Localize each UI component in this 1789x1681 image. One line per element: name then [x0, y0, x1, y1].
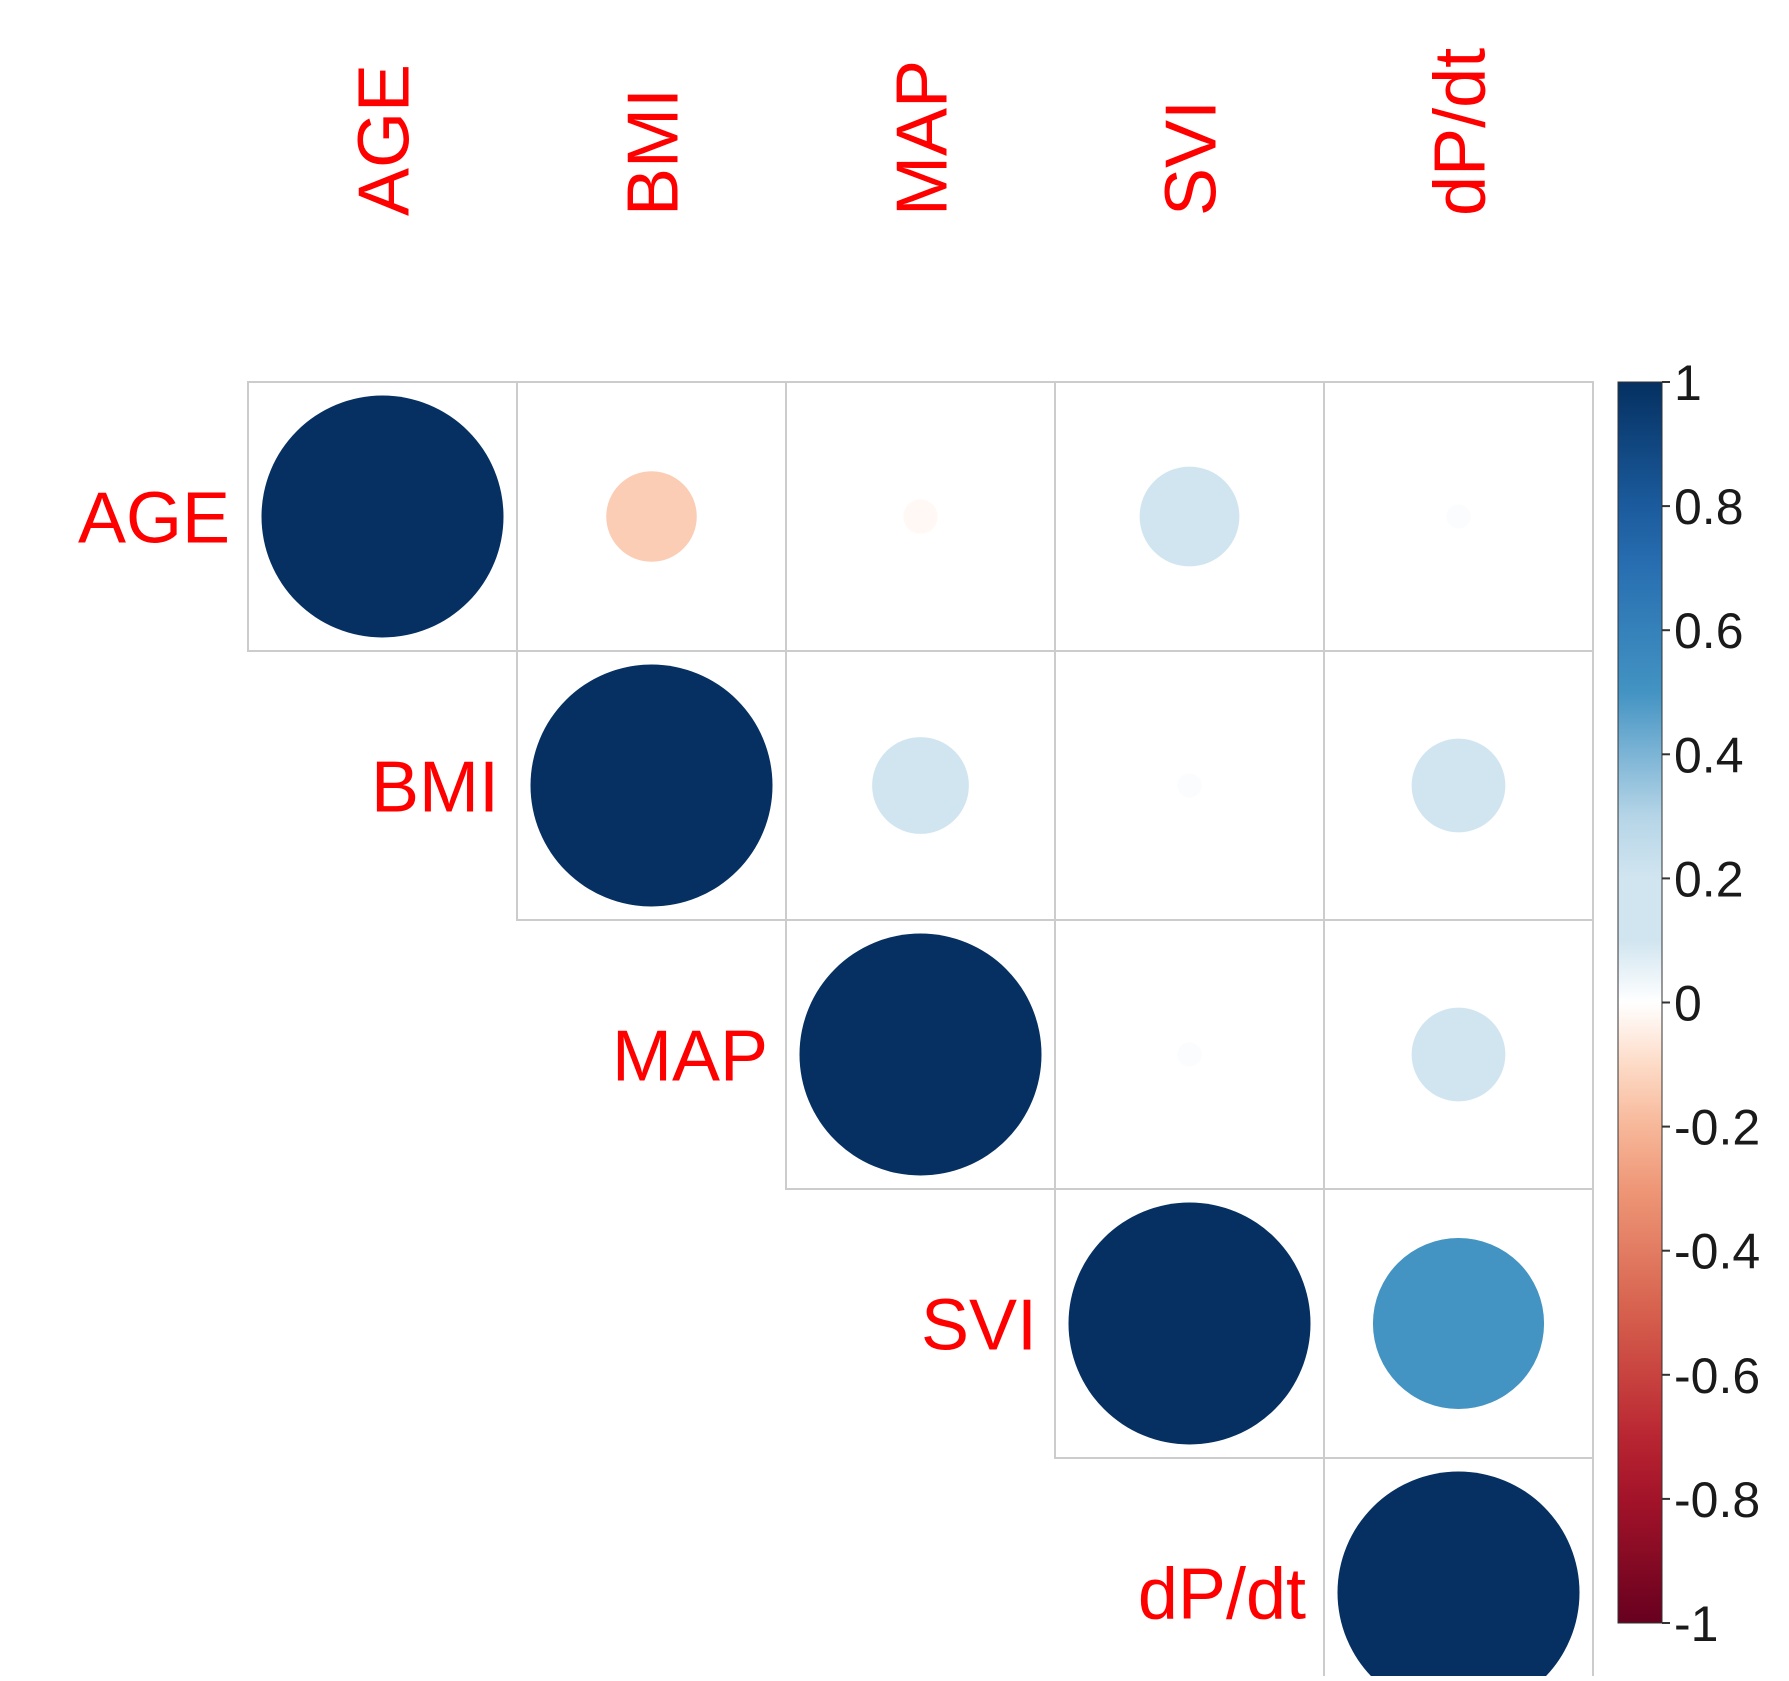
column-label: SVI [1152, 100, 1232, 216]
corr-circle-AGE-MAP [903, 499, 938, 534]
corr-circle-MAP-MAP [799, 933, 1042, 1176]
corr-circle-SVI-dPdt [1372, 1237, 1545, 1410]
row-label: AGE [78, 479, 230, 559]
grid-cell-dPdt-dPdt [1323, 1457, 1594, 1681]
column-label: AGE [345, 64, 425, 216]
row-label: SVI [921, 1286, 1037, 1366]
colorbar-tick-label: -0.8 [1674, 1472, 1760, 1528]
colorbar-tick-label: 1 [1674, 355, 1702, 411]
colorbar-tick-label: -0.2 [1674, 1100, 1760, 1156]
colorbar-tick-label: -0.4 [1674, 1224, 1760, 1280]
row-label: dP/dt [1138, 1555, 1306, 1635]
corr-circle-MAP-dPdt [1411, 1007, 1506, 1102]
column-label: BMI [614, 88, 694, 216]
column-label: dP/dt [1421, 48, 1501, 216]
corr-circle-BMI-dPdt [1411, 738, 1506, 833]
colorbar-tick-label: -0.6 [1674, 1348, 1760, 1404]
corr-circle-BMI-SVI [1177, 773, 1202, 798]
colorbar: 1 0.8 0.6 0.4 0.2 0 -0.2 -0.4 -0.6 -0.8 -1 [1617, 355, 1760, 1652]
corr-circle-AGE-AGE [261, 395, 504, 638]
colorbar-tick-label: 0.2 [1674, 851, 1744, 907]
colorbar-tick-label: -1 [1674, 1596, 1718, 1652]
corr-circle-BMI-BMI [530, 664, 773, 907]
colorbar-tick-label: 0.8 [1674, 479, 1744, 535]
corr-circle-dPdt-dPdt [1337, 1471, 1580, 1681]
corr-circle-SVI-SVI [1068, 1202, 1311, 1445]
corr-circle-AGE-SVI [1139, 466, 1240, 567]
colorbar-tick-label: 0.4 [1674, 727, 1744, 783]
corr-circle-AGE-BMI [606, 471, 697, 562]
colorbar-tick-label: 0.6 [1674, 603, 1744, 659]
colorbar-tick-label: 0 [1674, 976, 1702, 1032]
row-label: BMI [371, 748, 499, 828]
colorbar-gradient [1617, 381, 1663, 1624]
corr-circle-MAP-SVI [1177, 1042, 1202, 1067]
label-layer: AGE BMI MAP SVI dP/dt AGE BMI MAP SVI dP/dt [78, 48, 1501, 1635]
row-label: MAP [612, 1017, 768, 1097]
grid-layer [247, 381, 1594, 1681]
column-label: MAP [883, 60, 963, 216]
circle-layer [261, 395, 1580, 1681]
corr-circle-BMI-MAP [872, 737, 969, 834]
corr-circle-AGE-dPdt [1446, 504, 1471, 529]
